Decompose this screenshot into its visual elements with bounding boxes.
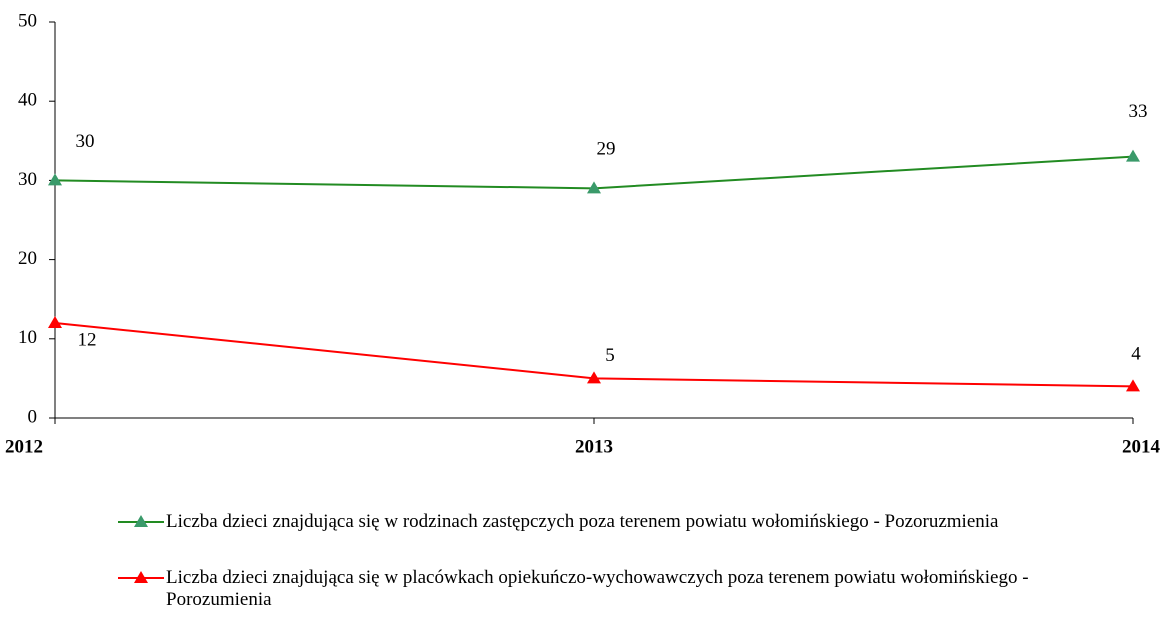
y-tick-label: 40 <box>18 90 37 111</box>
marker <box>587 371 601 384</box>
legend-marker <box>134 515 148 527</box>
legend-label: Liczba dzieci znajdująca się w placówkac… <box>166 567 1029 610</box>
marker <box>1126 379 1140 392</box>
x-tick-label: 2014 <box>1122 436 1161 457</box>
data-label: 33 <box>1129 101 1148 122</box>
data-label: 12 <box>78 329 97 350</box>
legend-marker <box>134 571 148 583</box>
legend-label: Liczba dzieci znajdująca się w rodzinach… <box>166 511 999 532</box>
data-label: 29 <box>597 139 616 160</box>
marker <box>48 315 62 328</box>
marker <box>1126 149 1140 162</box>
y-tick-label: 50 <box>18 10 37 31</box>
data-label: 5 <box>605 345 615 366</box>
y-tick-label: 0 <box>28 406 38 427</box>
y-tick-label: 10 <box>18 327 37 348</box>
data-label: 30 <box>76 131 95 152</box>
marker <box>587 181 601 194</box>
marker <box>48 173 62 186</box>
x-tick-label: 2013 <box>575 436 613 457</box>
y-tick-label: 20 <box>18 248 37 269</box>
x-tick-label: 2012 <box>5 436 43 457</box>
data-label: 4 <box>1131 344 1141 365</box>
y-tick-label: 30 <box>18 169 37 190</box>
